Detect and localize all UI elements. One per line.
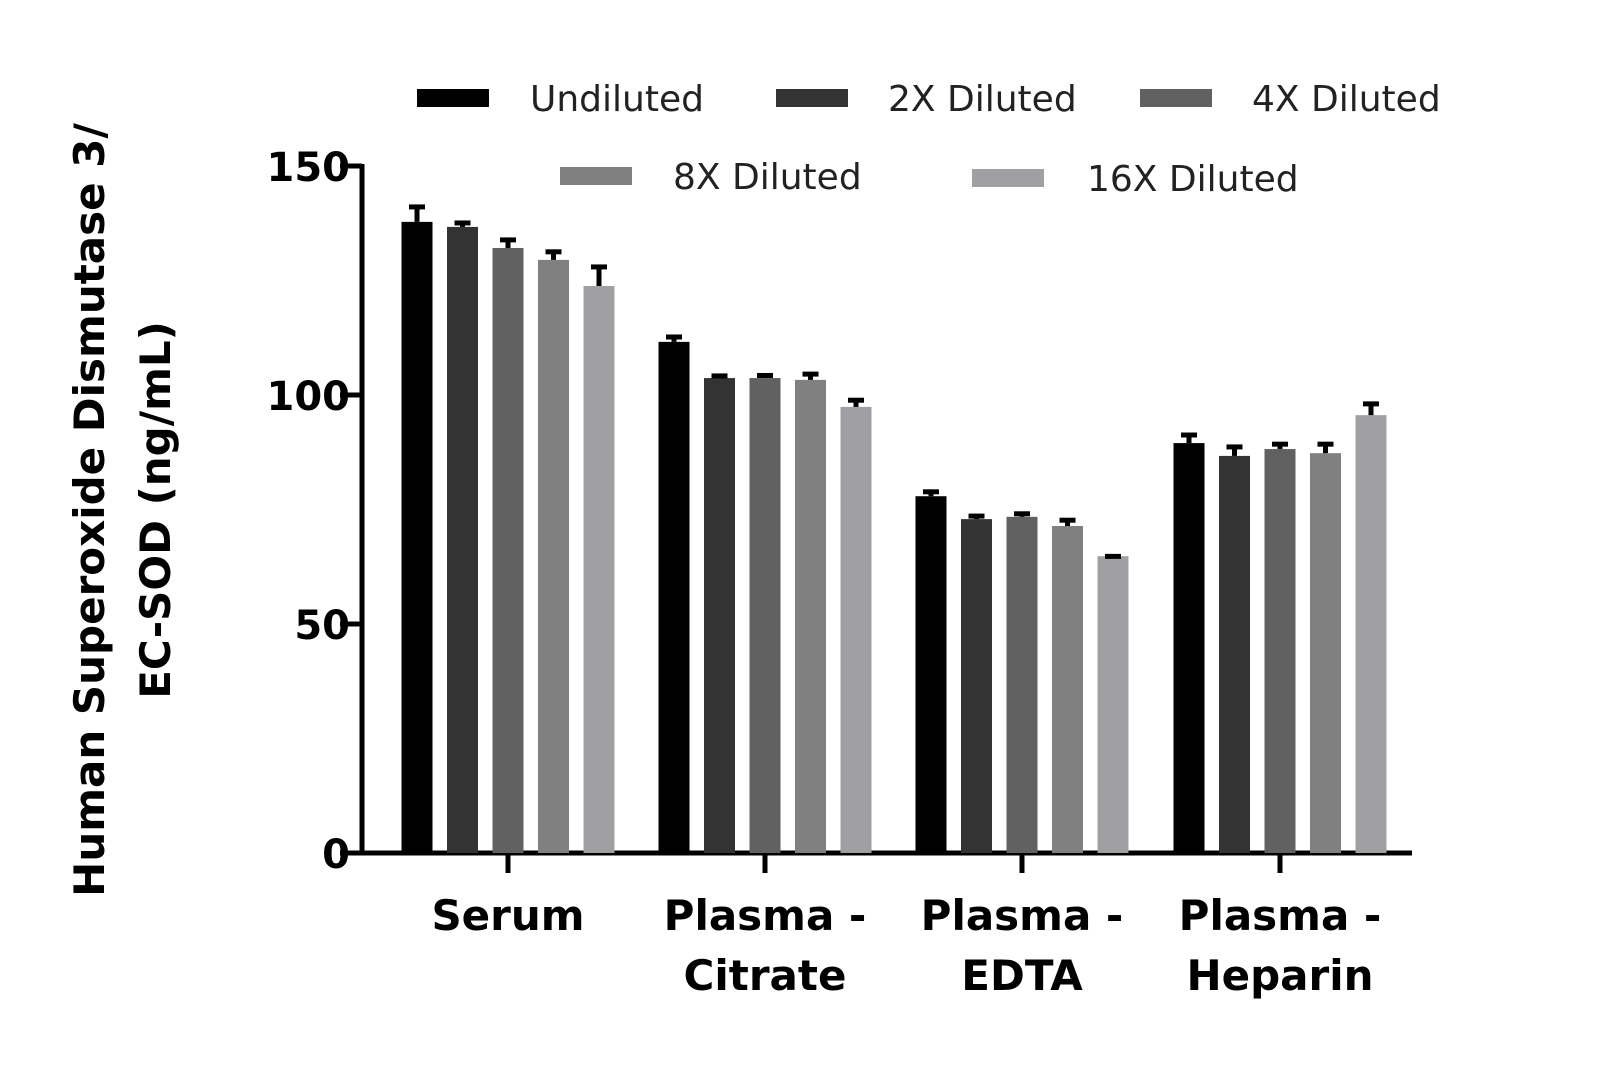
bar — [1310, 453, 1341, 853]
y-tick-label: 50 — [294, 603, 350, 649]
legend-label: 2X Diluted — [888, 79, 1077, 120]
x-tick-label: EDTA — [961, 951, 1083, 1000]
legend-swatch — [972, 169, 1044, 187]
bar — [840, 406, 872, 853]
bar — [447, 226, 478, 853]
bar — [795, 379, 826, 853]
bar — [538, 259, 569, 853]
x-tick-label: Plasma - — [664, 891, 867, 940]
bar — [749, 378, 781, 853]
x-tick-label: Plasma - — [921, 891, 1124, 940]
y-axis-label: Human Superoxide Dismutase 3/ — [65, 123, 114, 897]
y-axis-label: EC-SOD (ng/mL) — [131, 321, 180, 699]
x-tick-label: Citrate — [684, 951, 847, 1000]
y-tick-label: 100 — [267, 374, 351, 420]
bar — [1097, 556, 1129, 853]
bar — [401, 221, 433, 854]
bar — [1355, 415, 1387, 853]
x-tick-label: Plasma - — [1179, 891, 1382, 940]
bar — [1006, 516, 1038, 853]
bar — [583, 285, 615, 854]
bar — [1052, 525, 1083, 853]
bar — [1219, 455, 1250, 853]
bar — [492, 247, 524, 853]
legend-label: 8X Diluted — [673, 157, 862, 198]
legend-label: 16X Diluted — [1087, 159, 1299, 200]
legend-label: Undiluted — [530, 79, 704, 120]
bar — [1173, 443, 1205, 853]
legend-label: 4X Diluted — [1252, 79, 1441, 120]
y-tick-label: 0 — [322, 832, 350, 878]
x-tick-label: Serum — [431, 891, 584, 940]
legend-swatch — [1140, 89, 1212, 107]
bar — [915, 496, 947, 853]
bar — [704, 378, 735, 853]
legend-swatch — [560, 167, 632, 185]
legend-swatch — [776, 89, 848, 107]
x-tick-label: Heparin — [1186, 951, 1373, 1000]
bar — [658, 341, 690, 853]
bar — [1264, 449, 1296, 853]
y-tick-label: 150 — [267, 145, 351, 191]
legend-swatch — [417, 89, 489, 107]
bar — [961, 519, 992, 853]
